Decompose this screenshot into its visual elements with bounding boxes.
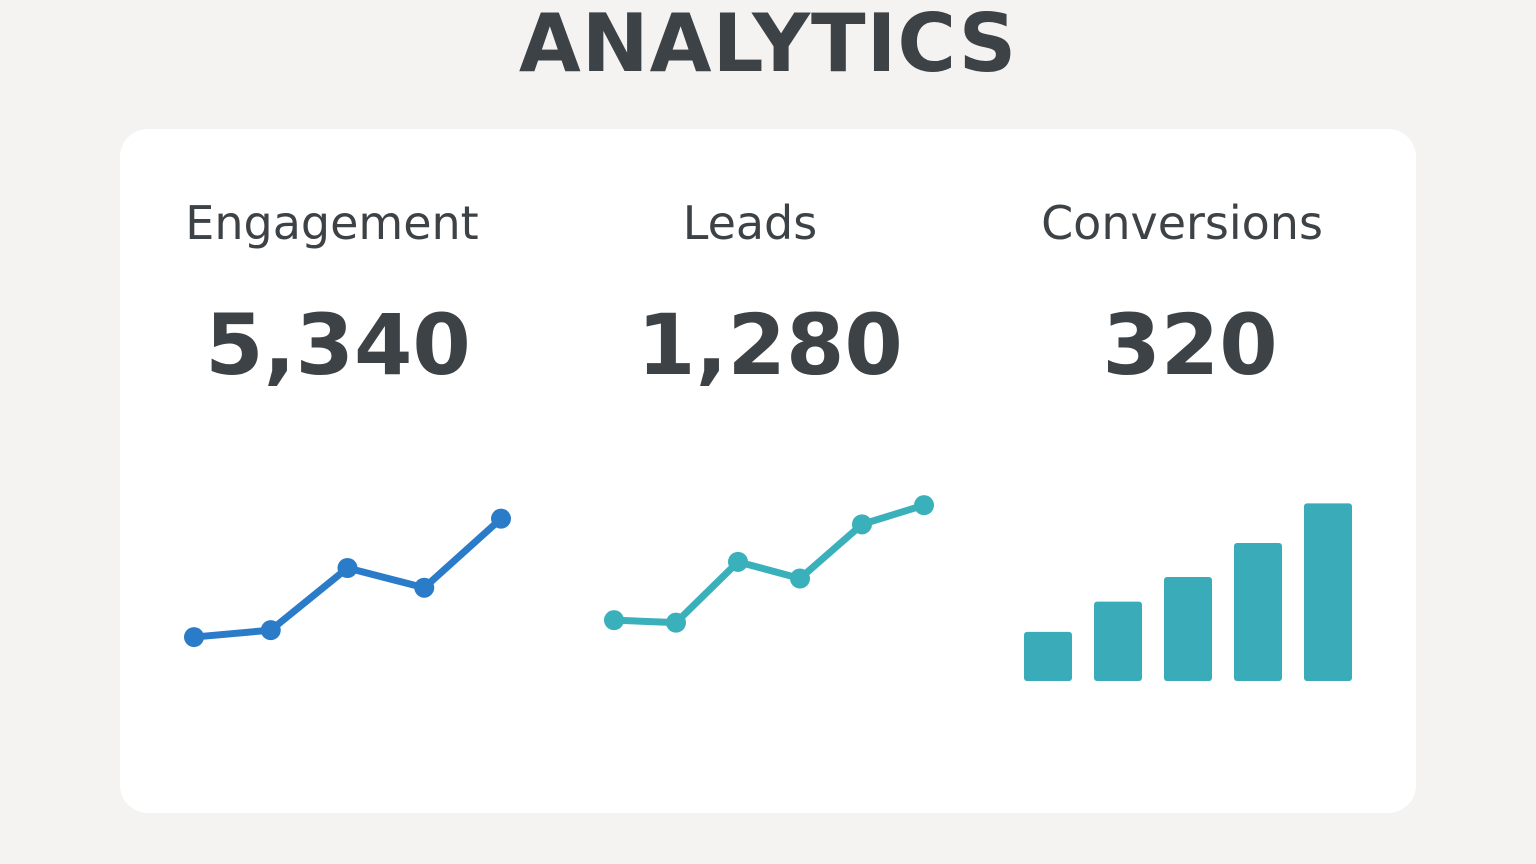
engagement-point-3: [337, 558, 358, 578]
conversions-value: 320: [1102, 296, 1278, 394]
conversions-bar-1: [1024, 631, 1072, 681]
leads-point-5: [852, 514, 872, 535]
page-title: ANALYTICS: [518, 0, 1018, 90]
metric-conversions: Conversions 320: [966, 129, 1398, 813]
leads-point-6: [914, 495, 934, 516]
leads-point-2: [666, 612, 686, 633]
leads-point-3: [728, 551, 748, 572]
engagement-point-2: [260, 620, 281, 641]
sparkline-charts: [184, 495, 1352, 681]
analytics-card: Engagement 5,340 Leads 1,280 Conversions…: [120, 129, 1416, 813]
leads-point-1: [604, 610, 624, 631]
conversions-bar-3: [1164, 577, 1212, 681]
leads-line: [610, 501, 928, 627]
conversions-bar-2: [1094, 601, 1142, 681]
conversions-label: Conversions: [1041, 196, 1323, 250]
conversions-bar-5: [1304, 503, 1352, 681]
leads-point-4: [790, 568, 810, 589]
engagement-point-1: [184, 627, 204, 648]
leads-value: 1,280: [637, 296, 903, 394]
engagement-point-5: [491, 508, 511, 529]
leads-label: Leads: [682, 196, 818, 250]
engagement-value: 5,340: [205, 296, 471, 394]
metric-leads: Leads 1,280: [536, 129, 968, 813]
engagement-point-4: [414, 577, 435, 598]
metric-engagement: Engagement 5,340: [120, 129, 552, 813]
conversions-bar-4: [1234, 543, 1282, 681]
engagement-label: Engagement: [185, 196, 479, 250]
